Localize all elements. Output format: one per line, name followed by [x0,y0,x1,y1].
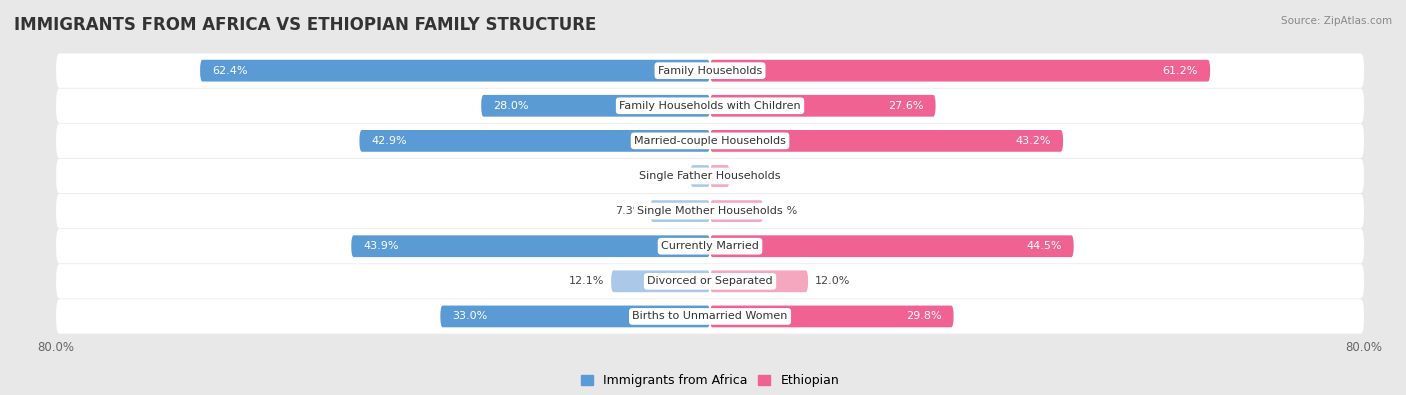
Text: Divorced or Separated: Divorced or Separated [647,276,773,286]
FancyBboxPatch shape [710,306,953,327]
FancyBboxPatch shape [612,271,710,292]
Text: Currently Married: Currently Married [661,241,759,251]
FancyBboxPatch shape [56,88,1364,123]
FancyBboxPatch shape [690,165,710,187]
Legend: Immigrants from Africa, Ethiopian: Immigrants from Africa, Ethiopian [576,369,844,392]
Text: 6.5%: 6.5% [769,206,799,216]
Text: 44.5%: 44.5% [1026,241,1062,251]
Text: Single Father Households: Single Father Households [640,171,780,181]
Text: 2.4%: 2.4% [655,171,683,181]
FancyBboxPatch shape [710,130,1063,152]
FancyBboxPatch shape [200,60,710,81]
Text: IMMIGRANTS FROM AFRICA VS ETHIOPIAN FAMILY STRUCTURE: IMMIGRANTS FROM AFRICA VS ETHIOPIAN FAMI… [14,16,596,34]
Text: 61.2%: 61.2% [1163,66,1198,76]
Text: 7.3%: 7.3% [616,206,644,216]
Text: 43.2%: 43.2% [1015,136,1050,146]
Text: Source: ZipAtlas.com: Source: ZipAtlas.com [1281,16,1392,26]
FancyBboxPatch shape [710,200,763,222]
Text: Married-couple Households: Married-couple Households [634,136,786,146]
FancyBboxPatch shape [710,95,935,117]
FancyBboxPatch shape [440,306,710,327]
Text: 12.1%: 12.1% [569,276,605,286]
FancyBboxPatch shape [651,200,710,222]
Text: 27.6%: 27.6% [887,101,924,111]
FancyBboxPatch shape [56,299,1364,334]
FancyBboxPatch shape [710,271,808,292]
Text: Single Mother Households: Single Mother Households [637,206,783,216]
FancyBboxPatch shape [360,130,710,152]
FancyBboxPatch shape [56,124,1364,158]
Text: 28.0%: 28.0% [494,101,529,111]
Text: 62.4%: 62.4% [212,66,247,76]
FancyBboxPatch shape [56,229,1364,263]
FancyBboxPatch shape [56,264,1364,299]
FancyBboxPatch shape [710,235,1074,257]
Text: Family Households: Family Households [658,66,762,76]
FancyBboxPatch shape [481,95,710,117]
FancyBboxPatch shape [56,194,1364,228]
FancyBboxPatch shape [56,159,1364,193]
Text: 29.8%: 29.8% [905,311,941,322]
FancyBboxPatch shape [710,60,1211,81]
FancyBboxPatch shape [56,53,1364,88]
Text: 2.4%: 2.4% [737,171,765,181]
Text: Family Households with Children: Family Households with Children [619,101,801,111]
Text: 43.9%: 43.9% [364,241,399,251]
Text: 33.0%: 33.0% [453,311,488,322]
Text: Births to Unmarried Women: Births to Unmarried Women [633,311,787,322]
Text: 12.0%: 12.0% [814,276,851,286]
FancyBboxPatch shape [352,235,710,257]
FancyBboxPatch shape [710,165,730,187]
Text: 42.9%: 42.9% [371,136,408,146]
